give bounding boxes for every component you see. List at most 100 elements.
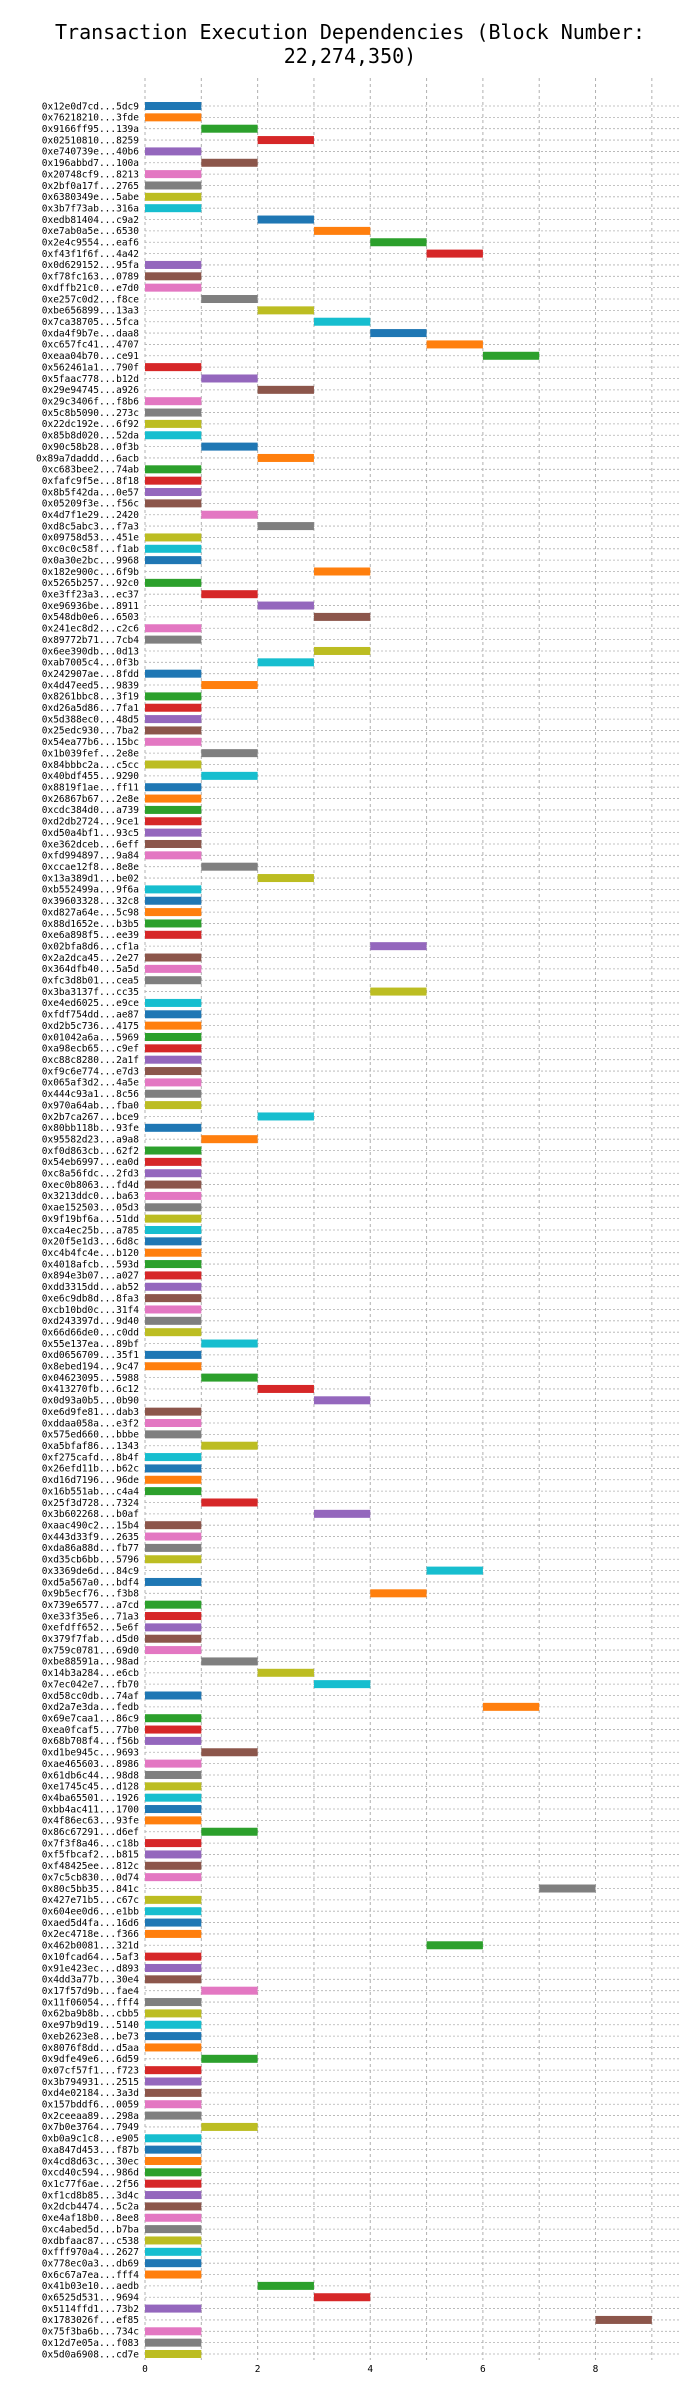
transaction-label: 0x95582d23...a9a8 (42, 1134, 140, 1145)
transaction-bar (145, 2009, 202, 2018)
transaction-label: 0x970a64ab...fba0 (42, 1100, 140, 1111)
transaction-bar (145, 363, 202, 372)
transaction-bar (313, 2293, 371, 2302)
transaction-label: 0x2e4c9554...eaf6 (42, 238, 140, 249)
transaction-label: 0x88d1652e...b3b5 (42, 919, 139, 930)
transaction-bar (145, 578, 202, 587)
transaction-label: 0x40bdf455...9290 (42, 771, 140, 782)
transaction-label: 0xe6c9db8d...8fa3 (42, 1293, 139, 1304)
transaction-bar (145, 976, 202, 985)
transaction-bar (145, 953, 202, 962)
transaction-label: 0x5faac778...b12d (42, 374, 139, 385)
transaction-label: 0xe33f35e6...71a3 (42, 1611, 139, 1622)
transaction-label: 0xe362dceb...6eff (42, 839, 139, 850)
transaction-label: 0x26efd11b...b62c (42, 1464, 139, 1475)
transaction-bar (145, 113, 202, 122)
transaction-bar (145, 1634, 202, 1643)
x-tick-label: 6 (480, 2364, 486, 2375)
transaction-bar (145, 533, 202, 542)
transaction-label: 0x364dfb40...5a5d (42, 964, 139, 975)
transaction-label: 0x778ec0a3...db69 (42, 2258, 140, 2269)
transaction-bar (145, 2338, 202, 2347)
transaction-bar (145, 1521, 202, 1530)
transaction-bar (145, 431, 202, 440)
transaction-bar (145, 1770, 202, 1779)
transaction-bar (145, 783, 202, 792)
transaction-bar (145, 465, 202, 474)
transaction-bar (145, 1305, 202, 1314)
transaction-bar (145, 2350, 202, 2358)
transaction-label: 0xd2b5c736...4175 (42, 1021, 139, 1032)
transaction-label: 0x5d388ec0...48d5 (42, 714, 139, 725)
transaction-bar (145, 805, 202, 814)
transaction-bar (201, 1373, 258, 1382)
transaction-label: 0x562461a1...790f (42, 362, 139, 373)
transaction-bar (257, 658, 314, 667)
transaction-label: 0xe3ff23a3...ec37 (42, 590, 139, 601)
transaction-bar (145, 2236, 202, 2245)
transaction-bar (595, 2315, 652, 2324)
transaction-label: 0x14b3a284...e6cb (42, 1668, 140, 1679)
transaction-bar (145, 1998, 202, 2007)
transaction-bar (145, 2100, 202, 2109)
transaction-label: 0xfc3d8b01...cea5 (42, 976, 139, 987)
transaction-bar (145, 1907, 202, 1916)
transaction-label: 0x4cd8d63c...30ec (42, 2156, 139, 2167)
transaction-bar (257, 601, 314, 610)
transaction-label: 0x68b708f4...f56b (42, 1736, 140, 1747)
transaction-label: 0x09758d53...451e (42, 533, 140, 544)
transaction-bar (145, 1793, 202, 1802)
transaction-label: 0xe257c0d2...f8ce (42, 294, 140, 305)
transaction-label: 0xddaa058a...e3f2 (42, 1418, 139, 1429)
transaction-label: 0xae152503...05d3 (42, 1203, 139, 1214)
transaction-bar (145, 1555, 202, 1564)
transaction-bar (145, 2066, 202, 2075)
transaction-label: 0x9f19bf6a...51dd (42, 1214, 139, 1225)
transaction-bar (145, 2247, 202, 2256)
transaction-bar (145, 1782, 202, 1791)
transaction-label: 0x9b5ecf76...f3b8 (42, 1589, 140, 1600)
transaction-bar (145, 170, 202, 179)
transaction-label: 0x13a389d1...be02 (42, 873, 139, 884)
transaction-bar (145, 1328, 202, 1337)
transaction-bar (145, 1714, 202, 1723)
transaction-bar (145, 692, 202, 701)
transaction-label: 0x196abbd7...100a (42, 158, 139, 169)
transaction-bar (145, 1362, 202, 1371)
transaction-bar (257, 306, 314, 315)
transaction-bar (257, 874, 314, 883)
transaction-bar (145, 556, 202, 565)
transaction-label: 0x20748cf9...8213 (42, 169, 139, 180)
transaction-bar (313, 646, 371, 655)
transaction-label: 0x6ee390db...0d13 (42, 646, 139, 657)
transaction-bar (145, 1226, 202, 1234)
transaction-bar (145, 1929, 202, 1938)
transaction-bar (145, 1453, 202, 1462)
transaction-label: 0x8076f8dd...d5aa (42, 2043, 139, 2054)
transaction-bar (145, 737, 202, 746)
transaction-bar (201, 590, 258, 599)
transaction-label: 0x62ba9b8b...cbb5 (42, 2009, 139, 2020)
transaction-bar (426, 340, 483, 349)
transaction-bar (145, 930, 202, 939)
transaction-label: 0x5114ffd1...73b2 (42, 2304, 139, 2315)
transaction-label: 0x9166ff95...139a (42, 124, 139, 135)
transaction-label: 0xe740739e...40b6 (42, 147, 140, 158)
transaction-label: 0xf43f1f6f...4a42 (42, 249, 139, 260)
transaction-label: 0x4018afcb...593d (42, 1259, 139, 1270)
transaction-label: 0xc88c8280...2a1f (42, 1055, 139, 1066)
transaction-label: 0x894e3b07...a027 (42, 1271, 139, 1282)
transaction-label: 0x55e137ea...89bf (42, 1339, 139, 1350)
transaction-label: 0x7f3f8a46...c18b (42, 1838, 140, 1849)
transaction-bar (145, 2168, 202, 2177)
transaction-label: 0x5265b257...92c0 (42, 578, 140, 589)
transaction-bar (145, 794, 202, 803)
transaction-label: 0xa98ecb65...c9ef (42, 1044, 139, 1055)
transaction-label: 0x90c58b28...0f3b (42, 442, 140, 453)
transaction-bar (145, 1895, 202, 1904)
transaction-label: 0x4d47eed5...9839 (42, 680, 140, 691)
transaction-bar (145, 2111, 202, 2120)
transaction-label: 0xcdc384d0...a739 (42, 805, 140, 816)
transaction-label: 0x89772b71...7cb4 (42, 635, 140, 646)
transaction-bar (145, 998, 202, 1007)
